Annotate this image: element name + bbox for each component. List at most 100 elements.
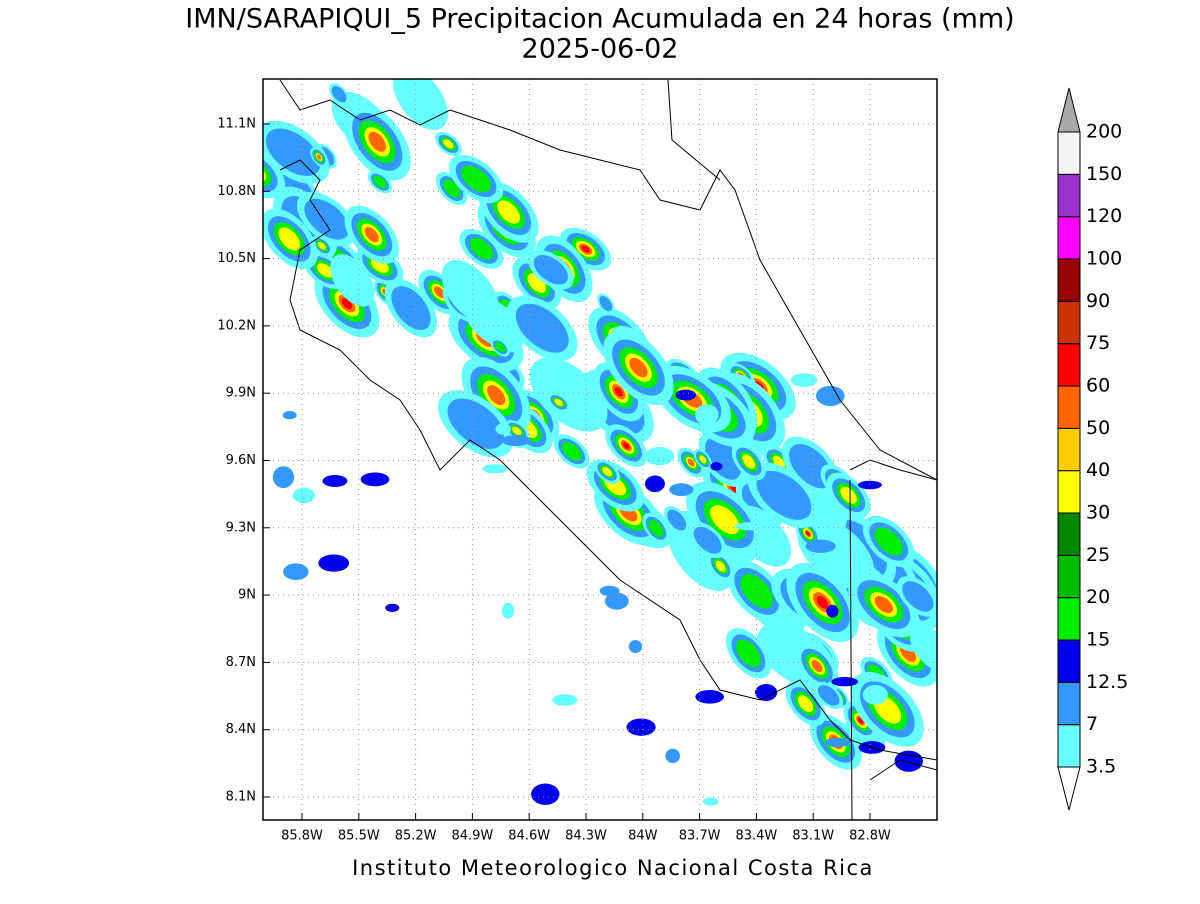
lat-label: 10.2N <box>217 318 256 333</box>
precip-blob <box>755 684 778 701</box>
precip-blob <box>494 342 506 353</box>
precip-blob <box>695 404 719 426</box>
precip-blob <box>687 458 695 467</box>
colorbar-label: 3.5 <box>1086 756 1116 778</box>
precip-blob <box>805 531 811 536</box>
colorbar-label: 100 <box>1086 248 1122 270</box>
colorbar-label: 90 <box>1086 290 1110 312</box>
colorbar-label: 30 <box>1086 502 1110 524</box>
colorbar-label: 20 <box>1086 586 1110 608</box>
lat-label: 9.6N <box>226 453 256 468</box>
colorbar-swatch <box>1057 173 1081 218</box>
precip-blob <box>331 85 347 103</box>
lon-label: 84W <box>628 829 658 844</box>
precip-blob <box>482 464 508 474</box>
precip-blob <box>840 486 858 504</box>
colorbar-label: 15 <box>1086 629 1110 651</box>
precip-blob <box>756 470 812 520</box>
precip-blob <box>335 30 366 62</box>
precip-blob <box>469 237 494 260</box>
precip-blob <box>817 685 840 706</box>
precip-blob <box>710 462 723 471</box>
precip-blob <box>512 426 522 435</box>
precip-blob <box>665 748 681 764</box>
precip-blob <box>740 574 774 609</box>
precip-blob <box>831 676 859 687</box>
precip-blob <box>533 254 569 285</box>
precip-blob <box>282 410 297 420</box>
precip-blob <box>561 441 582 461</box>
colorbar-swatch <box>1057 300 1081 345</box>
coastline <box>279 79 937 820</box>
precip-blob <box>622 442 630 450</box>
precip-blob <box>909 626 937 673</box>
lon-label: 84.9W <box>451 829 493 844</box>
lat-label: 11.1N <box>217 117 256 132</box>
precip-blob <box>699 455 707 464</box>
precip-blob <box>826 604 839 618</box>
lon-label: 82.8W <box>849 829 891 844</box>
colorbar-swatch <box>1057 639 1081 683</box>
precip-blob <box>339 34 361 57</box>
precip-blob <box>341 298 353 309</box>
colorbar-label: 7 <box>1086 713 1098 735</box>
precip-blob <box>765 660 797 669</box>
precip-blob <box>393 79 448 131</box>
precip-blob <box>805 539 836 553</box>
precip-blob <box>675 389 696 401</box>
colorbar-label: 75 <box>1086 332 1110 354</box>
precip-blob <box>667 509 687 531</box>
precip-blob <box>292 487 315 504</box>
precip-blob <box>734 522 765 531</box>
lat-label: 10.8N <box>217 184 256 199</box>
lat-label: 10.5N <box>217 251 256 266</box>
precip-blob <box>599 295 613 312</box>
precip-blob <box>272 466 295 489</box>
precip-blob <box>447 398 505 449</box>
precip-blob <box>443 179 461 198</box>
lat-label: 9N <box>238 588 256 603</box>
colorbar-swatch <box>1057 343 1081 387</box>
precip-blob <box>693 526 722 554</box>
precip-blob <box>461 165 492 193</box>
colorbar-label: 60 <box>1086 375 1110 397</box>
colorbar-label: 200 <box>1086 121 1122 143</box>
lon-label: 84.3W <box>565 829 607 844</box>
lon-label: 85.8W <box>281 829 323 844</box>
precip-blob <box>552 694 578 706</box>
precip-blob <box>862 684 888 705</box>
precip-blob <box>330 254 375 307</box>
lon-label: 84.6W <box>508 829 550 844</box>
precip-blob <box>373 175 387 189</box>
precip-blob <box>715 560 726 572</box>
colorbar-label: 40 <box>1086 459 1110 481</box>
precip-blob <box>441 259 499 324</box>
precip-blob <box>648 519 664 537</box>
precip-blob <box>772 455 786 469</box>
precip-blob <box>554 398 563 407</box>
precip-blob <box>742 454 756 469</box>
precip-blob <box>433 286 445 299</box>
precip-blob <box>857 480 882 490</box>
colorbar-swatch <box>1057 554 1081 599</box>
colorbar-label: 25 <box>1086 544 1110 566</box>
precip-blob <box>628 639 643 653</box>
lon-label: 85.5W <box>338 829 380 844</box>
precip-blob <box>790 373 818 387</box>
precip-blob <box>815 385 845 407</box>
precip-blob <box>368 131 386 152</box>
precip-field <box>263 30 937 806</box>
precip-blob <box>385 603 400 613</box>
map-frame <box>262 78 938 821</box>
precip-blob <box>364 227 379 243</box>
precip-blob <box>317 242 327 250</box>
colorbar-swatch <box>1057 385 1081 429</box>
precip-blob <box>797 695 814 713</box>
precip-blob <box>502 602 515 619</box>
lat-label: 9.3N <box>226 520 256 535</box>
precip-blob <box>443 139 454 149</box>
colorbar-label: 12.5 <box>1086 671 1128 693</box>
precip-blob <box>644 447 675 466</box>
precip-blob <box>318 554 350 572</box>
colorbar-swatch <box>1057 724 1081 768</box>
